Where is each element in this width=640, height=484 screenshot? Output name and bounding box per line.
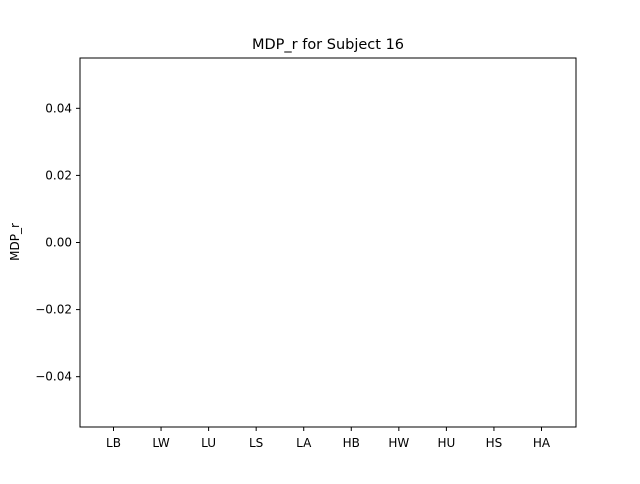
plot-area-frame bbox=[79, 57, 577, 428]
x-tick-label: HA bbox=[533, 436, 551, 450]
chart-title: MDP_r for Subject 16 bbox=[252, 37, 404, 53]
x-tick-label: HS bbox=[486, 436, 503, 450]
y-tick-label: 0.02 bbox=[45, 168, 72, 182]
y-tick-label: −0.02 bbox=[35, 303, 72, 317]
x-tick-label: LA bbox=[296, 436, 312, 450]
y-tick-label: −0.04 bbox=[35, 370, 72, 384]
x-tick-label: LS bbox=[249, 436, 263, 450]
x-tick-label: HW bbox=[388, 436, 409, 450]
y-tick-label: 0.04 bbox=[45, 101, 72, 115]
y-tick-label: 0.00 bbox=[45, 236, 72, 250]
y-axis-ticks: −0.04 −0.02 0.00 0.02 0.04 bbox=[35, 101, 80, 384]
x-tick-label: HB bbox=[343, 436, 360, 450]
y-axis-label: MDP_r bbox=[8, 223, 22, 261]
x-tick-label: LB bbox=[106, 436, 121, 450]
x-tick-label: LW bbox=[152, 436, 170, 450]
x-axis-ticks: LB LW LU LS LA HB HW HU HS HA bbox=[106, 427, 551, 450]
x-tick-label: LU bbox=[201, 436, 216, 450]
x-tick-label: HU bbox=[437, 436, 455, 450]
